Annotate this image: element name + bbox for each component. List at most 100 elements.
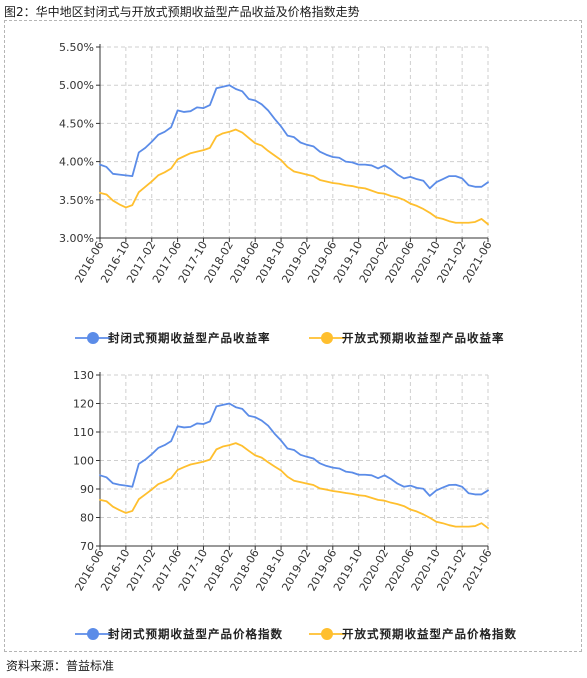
data-point	[377, 167, 379, 170]
data-point	[144, 493, 146, 496]
chart-frame	[4, 20, 582, 652]
data-point	[332, 182, 334, 184]
legend-marker-1	[321, 332, 333, 344]
data-point	[422, 208, 424, 210]
data-point	[267, 461, 269, 463]
data-point	[435, 181, 437, 183]
data-point	[228, 131, 230, 133]
data-point	[144, 186, 146, 188]
data-point	[209, 459, 211, 461]
data-point	[345, 184, 347, 186]
data-point	[409, 176, 411, 178]
data-point	[358, 164, 360, 166]
data-point	[448, 524, 450, 526]
data-point	[429, 187, 431, 189]
y-tick-label: 80	[80, 512, 94, 525]
yield-rate-chart: 3.00%3.50%4.00%4.50%5.00%5.50%2016-06201…	[59, 41, 503, 345]
data-point	[306, 482, 308, 485]
data-point	[215, 87, 217, 89]
data-point	[468, 526, 470, 528]
data-point	[99, 474, 101, 476]
data-point	[286, 447, 289, 450]
data-point	[254, 416, 256, 418]
data-point	[403, 505, 405, 507]
data-point	[215, 135, 217, 137]
data-point	[228, 444, 230, 446]
data-point	[396, 482, 399, 485]
data-point	[332, 490, 334, 492]
data-point	[487, 181, 489, 183]
data-point	[461, 222, 463, 224]
data-point	[144, 147, 146, 149]
data-point	[416, 205, 418, 207]
data-point	[280, 469, 282, 472]
data-point	[383, 164, 386, 167]
data-point	[422, 513, 424, 515]
data-point	[383, 193, 386, 195]
data-point	[235, 406, 237, 408]
data-point	[189, 463, 192, 466]
data-point	[422, 180, 424, 182]
data-point	[118, 509, 120, 511]
data-point	[409, 484, 411, 487]
data-point	[254, 99, 256, 102]
data-point	[254, 454, 256, 456]
data-point	[151, 180, 153, 183]
data-point	[209, 420, 211, 423]
data-point	[189, 110, 192, 112]
data-point	[319, 487, 321, 490]
data-point	[222, 132, 224, 134]
data-point	[118, 484, 120, 486]
data-point	[448, 175, 450, 177]
data-point	[448, 220, 450, 222]
data-point	[332, 467, 334, 469]
data-point	[396, 503, 399, 505]
data-point	[468, 492, 470, 494]
data-point	[442, 218, 444, 220]
data-point	[280, 159, 282, 161]
data-point	[299, 481, 302, 483]
data-point	[442, 522, 444, 524]
data-point	[261, 420, 263, 422]
data-point	[183, 111, 185, 113]
data-point	[442, 486, 444, 489]
data-point	[474, 186, 476, 188]
data-point	[280, 439, 282, 442]
data-point	[364, 495, 366, 497]
data-point	[409, 203, 411, 205]
data-point	[487, 527, 489, 529]
y-tick-label: 100	[73, 455, 94, 468]
y-tick-label: 5.00%	[59, 79, 94, 92]
data-point	[196, 462, 198, 464]
data-point	[455, 526, 457, 528]
data-point	[222, 404, 224, 406]
data-point	[164, 131, 166, 133]
data-point	[202, 423, 205, 425]
data-point	[215, 448, 217, 450]
data-point	[403, 486, 405, 488]
data-point	[480, 493, 483, 496]
data-point	[170, 477, 172, 479]
data-point	[99, 499, 101, 501]
data-point	[286, 476, 289, 478]
data-point	[202, 461, 205, 463]
data-point	[351, 471, 353, 474]
data-point	[338, 467, 340, 470]
legend-marker-1	[321, 628, 333, 640]
data-point	[416, 178, 418, 180]
data-point	[435, 216, 437, 218]
data-point	[325, 465, 327, 467]
data-point	[474, 221, 476, 223]
data-point	[429, 517, 431, 519]
data-point	[254, 142, 256, 144]
data-point	[351, 161, 353, 163]
data-point	[261, 103, 263, 105]
data-point	[461, 177, 463, 180]
data-point	[131, 175, 133, 177]
data-point	[267, 109, 269, 112]
data-point	[319, 179, 321, 181]
data-point	[474, 525, 476, 527]
data-point	[371, 190, 373, 192]
data-point	[235, 88, 237, 90]
data-point	[209, 147, 211, 149]
